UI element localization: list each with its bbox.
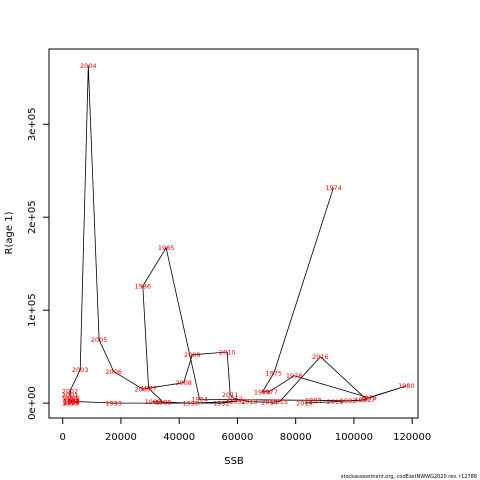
point-label: 2016 [312,353,329,361]
point-label: 2004 [80,62,97,70]
point-label: 2018 [327,398,344,406]
y-tick-label: 1e+05 [27,293,38,327]
point-label: 2007 [135,386,152,394]
point-label: 1987 [140,385,157,393]
point-label: 2003 [72,366,89,374]
point-label: 1980 [398,382,415,390]
point-label: 2014 [261,399,278,407]
point-label: 2012 [226,395,243,403]
point-label: 1993 [105,399,122,407]
y-tick-label: 3e+05 [27,107,38,141]
point-label: 2010 [219,348,236,356]
point-label: 2002 [62,387,79,395]
point-label: 1988 [155,399,172,407]
point-label: 1976 [254,388,271,396]
sr-path-line [68,65,407,404]
x-tick-label: 120000 [393,432,431,443]
y-tick-label: 2e+05 [27,200,38,234]
x-tick-label: 40000 [163,432,195,443]
x-tick-label: 60000 [222,432,254,443]
point-label: 1992 [213,399,230,407]
x-axis-title: SSB [224,456,244,467]
point-label: 1981 [354,396,371,404]
point-label: 2017 [359,396,376,404]
point-label: 2015 [271,398,288,406]
point-label: 2001 [62,391,79,399]
point-label: 1997 [63,399,80,407]
point-label: 1977 [261,388,278,396]
point-label: 1984 [191,396,208,404]
point-label: 1994 [63,398,80,406]
y-axis: 0e+00 1e+05 2e+05 3e+05 [27,107,50,420]
point-label: 2006 [105,368,122,376]
x-axis: 0 20000 40000 60000 80000 100000 120000 [60,417,431,443]
point-label: 2005 [91,336,108,344]
point-label: 1990 [183,399,200,407]
series-lines [68,65,407,404]
point-label: 1991 [229,398,246,406]
point-label: 2008 [175,379,192,387]
point-label: 1985 [158,244,175,252]
point-label: 1989 [145,398,162,406]
point-label: 2011 [222,391,239,399]
point-label: 2013 [241,398,258,406]
point-label: 2000 [63,394,80,402]
footer-text: stockassessment.org, codEastNWWG2020 rev… [341,474,477,480]
x-tick-label: 100000 [335,432,373,443]
x-tick-label: 0 [60,432,66,443]
point-label: 1996 [63,399,80,407]
y-axis-title: R(age 1) [4,211,15,254]
y-tick-label: 0e+00 [27,386,38,420]
point-label: 1998 [63,397,80,405]
point-label: 1974 [325,184,342,192]
point-label: 1983 [305,397,322,405]
point-label: 1979 [360,394,377,402]
point-label: 1995 [62,399,79,407]
point-label: 1975 [266,370,283,378]
point-label: 1999 [62,396,79,404]
point-label: 1978 [286,372,303,380]
point-label: 1986 [135,282,152,290]
x-tick-label: 20000 [105,432,137,443]
point-label: 1982 [340,397,357,405]
x-tick-label: 80000 [280,432,312,443]
point-label: 2019 [296,399,313,407]
point-label: 2009 [184,351,201,359]
